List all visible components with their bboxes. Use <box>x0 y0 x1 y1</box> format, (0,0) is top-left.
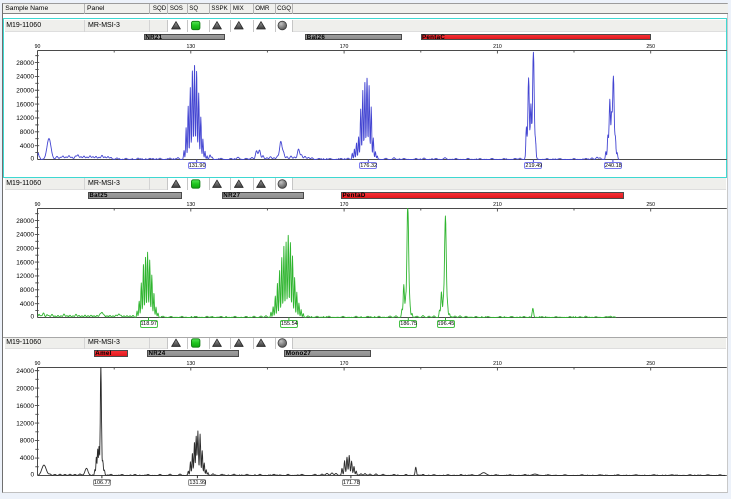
svg-text:90: 90 <box>35 44 41 50</box>
svg-text:28000: 28000 <box>16 218 34 225</box>
svg-text:90: 90 <box>35 361 41 367</box>
svg-text:0: 0 <box>30 314 34 321</box>
svg-text:16000: 16000 <box>16 259 34 266</box>
svg-text:4000: 4000 <box>20 143 35 150</box>
svg-text:4000: 4000 <box>20 455 35 462</box>
svg-text:12000: 12000 <box>16 420 34 427</box>
svg-text:24000: 24000 <box>16 74 34 81</box>
svg-text:24000: 24000 <box>16 232 34 239</box>
svg-text:28000: 28000 <box>16 60 34 67</box>
svg-text:170: 170 <box>340 202 349 208</box>
svg-text:8000: 8000 <box>20 287 35 294</box>
svg-text:170: 170 <box>340 361 349 367</box>
svg-text:20000: 20000 <box>16 385 34 392</box>
svg-text:90: 90 <box>35 202 41 208</box>
svg-text:16000: 16000 <box>16 101 34 108</box>
svg-text:16000: 16000 <box>16 403 34 410</box>
svg-text:130: 130 <box>186 202 195 208</box>
svg-text:20000: 20000 <box>16 245 34 252</box>
svg-text:170: 170 <box>340 44 349 50</box>
svg-text:4000: 4000 <box>20 301 35 308</box>
svg-text:12000: 12000 <box>16 273 34 280</box>
svg-text:130: 130 <box>186 361 195 367</box>
svg-text:250: 250 <box>646 202 655 208</box>
svg-text:0: 0 <box>30 472 34 479</box>
svg-text:8000: 8000 <box>20 438 35 445</box>
svg-text:130: 130 <box>186 44 195 50</box>
svg-text:20000: 20000 <box>16 87 34 94</box>
svg-text:210: 210 <box>493 44 502 50</box>
svg-text:8000: 8000 <box>20 129 35 136</box>
svg-text:24000: 24000 <box>16 368 34 375</box>
svg-text:250: 250 <box>646 44 655 50</box>
svg-text:250: 250 <box>646 361 655 367</box>
svg-text:0: 0 <box>30 156 34 163</box>
svg-text:210: 210 <box>493 361 502 367</box>
svg-text:210: 210 <box>493 202 502 208</box>
svg-text:12000: 12000 <box>16 115 34 122</box>
